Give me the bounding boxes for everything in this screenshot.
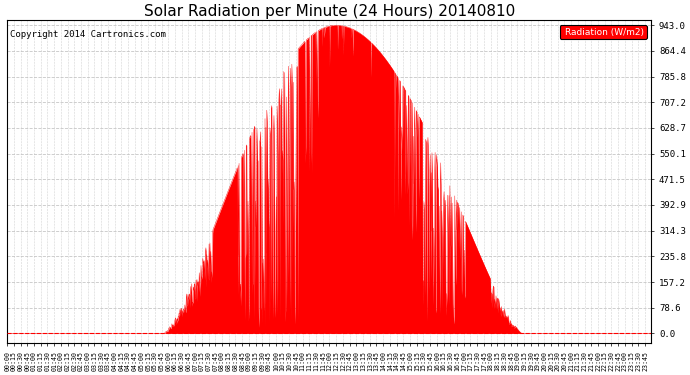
Text: Copyright 2014 Cartronics.com: Copyright 2014 Cartronics.com — [10, 30, 166, 39]
Legend: Radiation (W/m2): Radiation (W/m2) — [560, 25, 647, 39]
Title: Solar Radiation per Minute (24 Hours) 20140810: Solar Radiation per Minute (24 Hours) 20… — [144, 4, 515, 19]
